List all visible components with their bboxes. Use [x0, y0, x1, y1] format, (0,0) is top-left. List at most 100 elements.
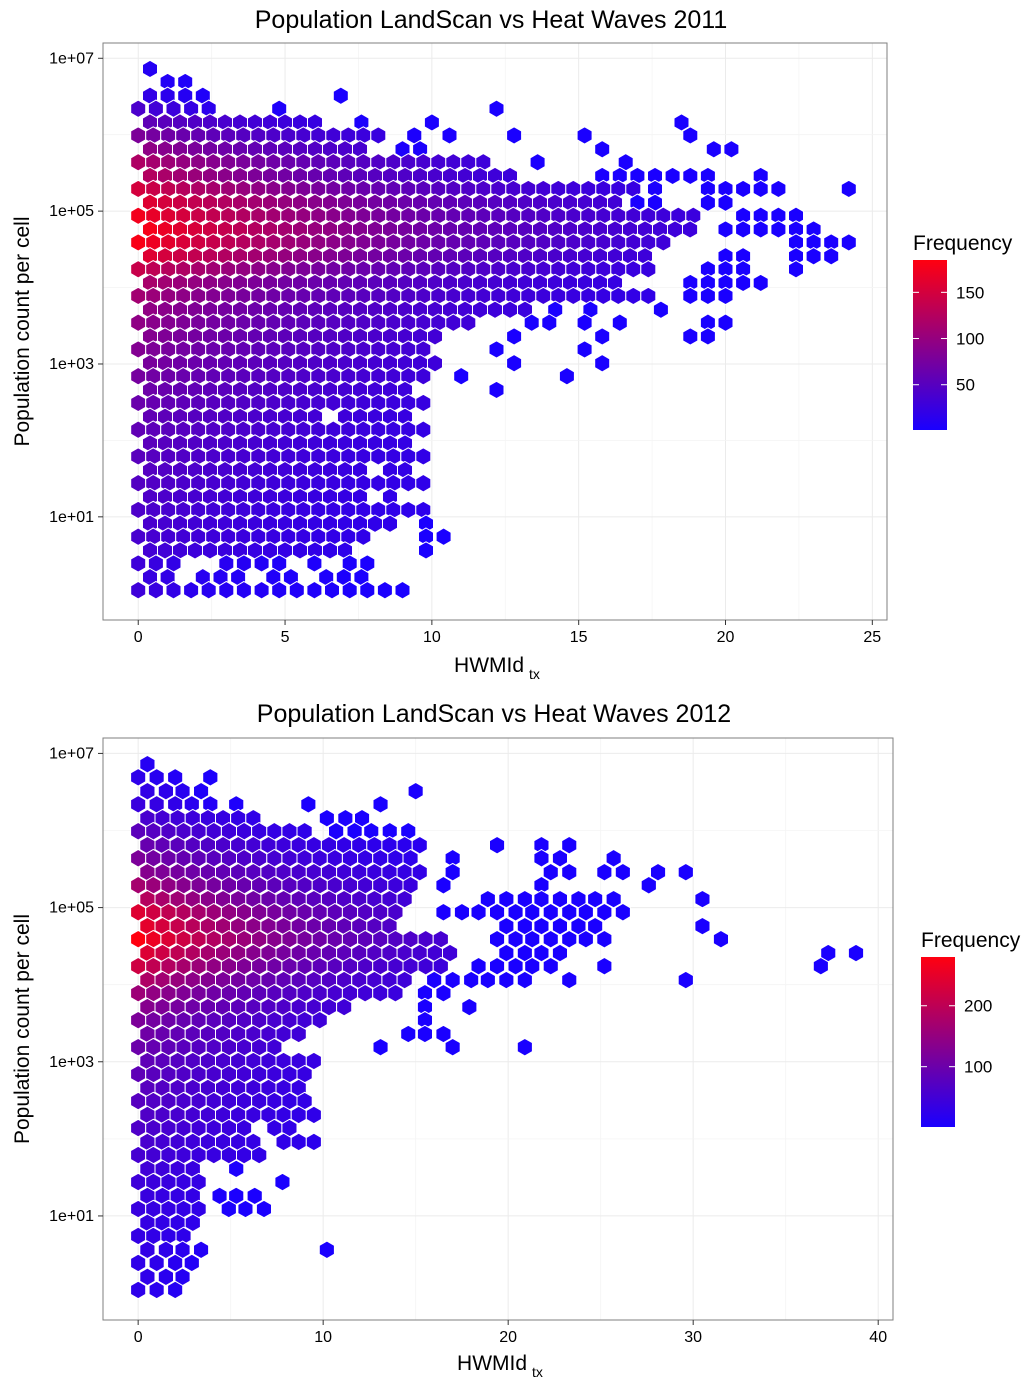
- hex-bin: [311, 1010, 328, 1030]
- hex-bin: [167, 768, 184, 787]
- hex-bin: [489, 929, 506, 949]
- hex-bin: [770, 179, 787, 199]
- hex-bin: [411, 835, 428, 855]
- hex-bin: [130, 420, 147, 439]
- hex-bin: [640, 260, 657, 279]
- legend-break-label: 50: [956, 376, 975, 395]
- hex-bin: [498, 943, 515, 963]
- hex-bin: [246, 1186, 263, 1206]
- hex-bin: [130, 447, 147, 466]
- hex-bin: [370, 126, 387, 145]
- hex-bin: [752, 179, 769, 199]
- hex-bin: [460, 313, 477, 332]
- hex-bin: [594, 327, 611, 346]
- hex-bin: [130, 179, 147, 199]
- y-tick-label: 1e+07: [49, 745, 94, 762]
- hex-bin: [594, 140, 611, 159]
- hex-bin: [130, 1064, 147, 1084]
- hex-bin: [130, 983, 147, 1003]
- hex-bin: [130, 821, 147, 841]
- hex-bin: [735, 220, 752, 239]
- hex-bin: [415, 473, 432, 493]
- hex-bin: [712, 929, 729, 949]
- x-tick-label: 15: [570, 629, 588, 646]
- hex-bin: [416, 1024, 433, 1044]
- hex-bin: [441, 126, 458, 145]
- hex-bin: [577, 929, 594, 949]
- hex-bin: [735, 179, 752, 199]
- hex-bin: [139, 1267, 156, 1287]
- hex-bin: [542, 862, 559, 882]
- hex-bin: [576, 340, 593, 359]
- hex-bin: [370, 447, 387, 466]
- x-tick-label: 0: [134, 629, 143, 646]
- hex-bin: [523, 313, 540, 332]
- hex-bin: [498, 916, 515, 936]
- hex-bin: [498, 970, 515, 990]
- chart-1: 0 5 10 15 20 25 1e+01 1e+03 1e+05 1e+07 Population…: [11, 6, 1013, 682]
- hex-bin: [489, 902, 506, 922]
- hex-bin: [130, 1280, 147, 1300]
- hex-bin: [275, 1132, 292, 1152]
- hex-bin: [502, 300, 518, 319]
- hex-bin: [183, 1253, 200, 1273]
- hex-bin: [376, 580, 393, 600]
- hex-bin: [130, 1010, 147, 1030]
- hex-bin: [305, 1132, 322, 1152]
- hex-bin: [442, 943, 459, 963]
- hex-bin: [507, 929, 524, 949]
- hex-bin: [130, 1145, 147, 1165]
- hex-bin: [453, 366, 470, 386]
- hex-bin: [139, 781, 156, 801]
- hex-bin: [290, 1132, 307, 1152]
- hex-bin: [445, 313, 462, 332]
- hex-bin: [415, 366, 432, 386]
- x-tick-label: 10: [423, 629, 441, 646]
- chart-title: Population LandScan vs Heat Waves 2012: [257, 700, 731, 728]
- hex-bin: [235, 580, 252, 600]
- hex-bin: [488, 340, 505, 359]
- hex-bin: [211, 1186, 228, 1206]
- hex-bin: [396, 970, 413, 990]
- hex-bin: [587, 889, 604, 909]
- hex-bin: [394, 580, 411, 600]
- x-axis-label-subscript: tx: [532, 1364, 543, 1380]
- hex-bin: [524, 929, 541, 949]
- hex-bin: [788, 260, 804, 279]
- hex-bin: [130, 393, 147, 413]
- hex-bin: [130, 206, 147, 225]
- hex-bin: [407, 781, 424, 801]
- hex-bin: [130, 956, 147, 976]
- hex-bin: [524, 902, 541, 922]
- hex-bin: [596, 862, 613, 882]
- hex-bin: [318, 1240, 335, 1260]
- hex-bin: [305, 1051, 322, 1071]
- hex-bin: [533, 889, 550, 909]
- hex-bin: [426, 970, 443, 990]
- y-tick-label: 1e+01: [49, 1208, 94, 1225]
- plot-frame: [102, 737, 894, 1321]
- hex-bin: [489, 956, 506, 976]
- hex-bin: [400, 1024, 417, 1044]
- hex-bin: [220, 1199, 237, 1219]
- hex-bin: [306, 554, 323, 573]
- hex-bin: [130, 848, 147, 868]
- hex-bin: [542, 956, 559, 976]
- y-tick-label: 1e+03: [49, 1054, 94, 1071]
- hex-bin: [290, 1024, 307, 1044]
- legend: Frequency 50 100 150: [913, 232, 1013, 430]
- hex-bin: [139, 754, 156, 774]
- hex-bin: [677, 970, 694, 990]
- hex-bin: [489, 835, 506, 855]
- hex-bin: [516, 1037, 533, 1057]
- x-axis-label-subscript: tx: [529, 666, 540, 682]
- hex-bin: [130, 1091, 147, 1111]
- hex-bin: [565, 286, 582, 306]
- hex-bin: [614, 902, 631, 922]
- hex-bin: [551, 889, 568, 909]
- hex-bin: [705, 140, 722, 159]
- hex-bin: [558, 366, 575, 386]
- hex-bin: [470, 956, 487, 976]
- hex-bin: [165, 580, 182, 600]
- hex-bin: [682, 166, 699, 186]
